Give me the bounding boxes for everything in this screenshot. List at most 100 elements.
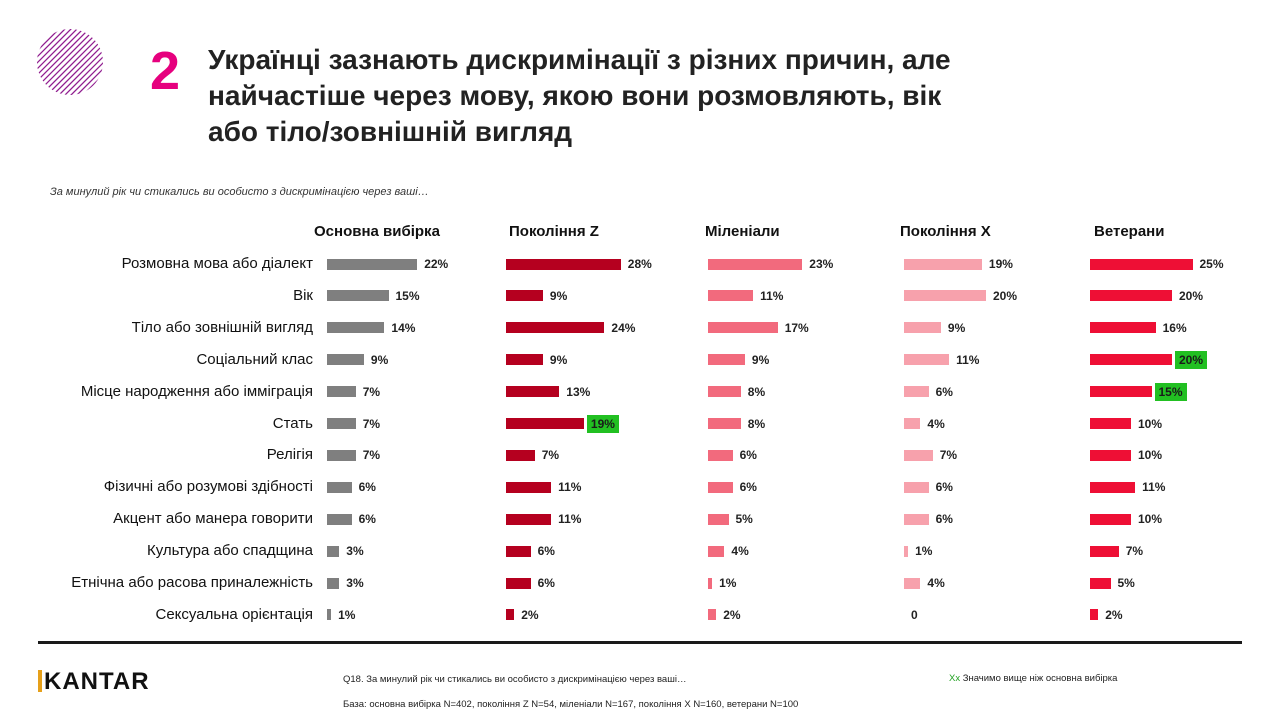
data-label: 20% xyxy=(1175,350,1208,369)
bar xyxy=(904,386,929,398)
column-header: Покоління X xyxy=(900,223,991,240)
data-label: 23% xyxy=(809,257,834,271)
data-label: 20% xyxy=(993,288,1018,303)
bar xyxy=(708,386,741,398)
data-label: 4% xyxy=(927,416,945,431)
data-label: 13% xyxy=(566,384,591,399)
data-label: 6% xyxy=(739,448,757,463)
data-label: 9% xyxy=(549,288,568,303)
data-label: 3% xyxy=(346,576,364,590)
bar xyxy=(506,513,552,525)
legend-mark: Xx xyxy=(949,673,961,684)
bar xyxy=(1090,418,1131,429)
category-label: Етнічна або расова приналежність xyxy=(71,574,313,591)
title-line: Українці зазнають дискримінації з різних… xyxy=(208,44,951,75)
bar xyxy=(1090,290,1172,302)
bar xyxy=(327,545,340,557)
bar xyxy=(1090,354,1172,366)
bar xyxy=(708,258,803,270)
data-label: 20% xyxy=(1179,288,1204,303)
bar xyxy=(506,577,531,589)
bar xyxy=(506,354,543,366)
data-label: 11% xyxy=(558,480,582,495)
data-label: 3% xyxy=(346,544,364,559)
data-label: 9% xyxy=(370,352,389,367)
column-header: Ветерани xyxy=(1094,223,1165,240)
kantar-mark-icon xyxy=(38,670,42,692)
bar xyxy=(506,481,552,493)
category-label: Тіло або зовнішній вигляд xyxy=(131,318,313,336)
bar xyxy=(904,290,986,302)
bar xyxy=(506,609,515,621)
data-label: 7% xyxy=(541,448,560,463)
data-label: 1% xyxy=(338,607,356,622)
bar xyxy=(708,418,741,429)
data-label: 19% xyxy=(586,414,619,433)
data-label: 6% xyxy=(935,512,953,527)
data-label: 1% xyxy=(719,576,737,590)
bar xyxy=(506,449,535,461)
bar xyxy=(327,577,340,589)
data-label: 11% xyxy=(558,512,582,527)
bar xyxy=(506,386,560,398)
bar xyxy=(1090,322,1156,334)
base-footnote: База: основна вибірка N=402, покоління Z… xyxy=(343,699,799,710)
data-label: 6% xyxy=(537,544,555,559)
data-label: 11% xyxy=(760,288,784,303)
data-label: 7% xyxy=(362,448,381,463)
bar xyxy=(708,513,729,525)
bar xyxy=(506,545,531,557)
bar xyxy=(904,545,909,557)
data-label: 5% xyxy=(1117,576,1135,590)
bar xyxy=(904,354,950,366)
bar xyxy=(904,258,982,270)
bar xyxy=(1090,577,1111,589)
bar xyxy=(327,609,332,621)
bar xyxy=(327,322,385,334)
bar xyxy=(506,290,543,302)
data-label: 6% xyxy=(739,480,757,495)
kantar-wordmark: KANTAR xyxy=(44,668,150,695)
data-label: 10% xyxy=(1138,448,1163,463)
data-label: 6% xyxy=(935,480,953,495)
data-label: 24% xyxy=(611,320,636,335)
legend-text: Значимо вище ніж основна вибірка xyxy=(960,673,1118,684)
column-header: Міленіали xyxy=(705,223,780,240)
bar xyxy=(1090,513,1131,525)
data-label: 9% xyxy=(751,352,770,367)
kantar-hatched-circle-logo xyxy=(37,29,103,95)
data-label: 4% xyxy=(927,576,945,590)
data-label: 7% xyxy=(362,384,381,399)
bar xyxy=(506,322,605,334)
category-label: Сексуальна орієнтація xyxy=(155,605,314,623)
bar xyxy=(904,322,941,334)
category-label: Вік xyxy=(293,286,313,304)
category-label: Релігія xyxy=(266,446,313,464)
bar xyxy=(506,418,584,429)
title-line: найчастіше через мову, якою вони розмовл… xyxy=(208,80,942,111)
bar xyxy=(1090,545,1119,557)
data-label: 22% xyxy=(424,257,449,271)
column-header: Покоління Z xyxy=(509,223,599,240)
data-label: 16% xyxy=(1162,320,1187,335)
data-label: 28% xyxy=(627,257,652,271)
category-label: Розмовна мова або діалект xyxy=(121,255,313,272)
bar xyxy=(708,609,717,621)
bar xyxy=(327,386,356,398)
survey-question: За минулий рік чи стикались ви особисто … xyxy=(50,186,429,198)
bar xyxy=(904,481,929,493)
bar xyxy=(708,577,713,589)
data-label: 11% xyxy=(1142,480,1166,495)
slide-title: Українці зазнають дискримінації з різних… xyxy=(208,42,1108,150)
kantar-logo: KANTAR xyxy=(38,668,150,696)
category-label: Стать xyxy=(272,414,313,432)
category-label: Культура або спадщина xyxy=(146,542,313,560)
bar xyxy=(327,354,364,366)
data-label: 14% xyxy=(391,320,416,335)
category-label: Фізичні або розумові здібності xyxy=(103,478,313,496)
bar xyxy=(327,513,352,525)
data-label: 17% xyxy=(784,320,809,335)
data-label: 1% xyxy=(915,544,933,559)
data-label: 9% xyxy=(947,320,966,335)
bar xyxy=(1090,258,1193,270)
